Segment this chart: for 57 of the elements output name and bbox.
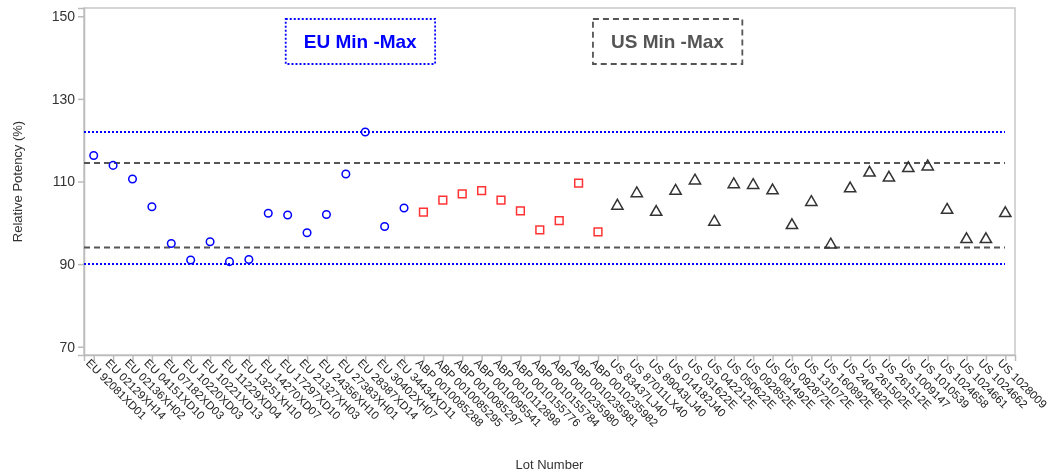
point xyxy=(438,195,448,205)
point xyxy=(166,238,176,248)
point xyxy=(727,177,741,189)
point xyxy=(960,232,973,244)
y-axis-title: Relative Potency (%) xyxy=(10,120,25,243)
point xyxy=(649,204,663,217)
point xyxy=(418,207,429,217)
point xyxy=(746,177,760,190)
point xyxy=(611,198,624,210)
point xyxy=(380,222,390,232)
point xyxy=(593,227,603,237)
point xyxy=(843,181,857,193)
point xyxy=(824,237,838,249)
point xyxy=(360,127,370,137)
point xyxy=(979,232,993,244)
point xyxy=(766,183,779,195)
y-tick-label: 130 xyxy=(51,90,76,107)
point xyxy=(630,186,644,198)
point xyxy=(515,206,526,216)
ref-line-label: US Min -Max xyxy=(610,31,725,52)
point xyxy=(882,170,896,182)
point xyxy=(457,189,467,199)
point xyxy=(302,228,312,238)
point xyxy=(707,214,721,226)
point xyxy=(224,257,234,267)
point xyxy=(688,173,702,185)
point xyxy=(108,160,118,170)
point xyxy=(147,202,157,212)
y-tick-label: 110 xyxy=(52,173,76,190)
point xyxy=(496,195,506,205)
point xyxy=(998,206,1012,218)
point xyxy=(186,255,196,265)
point xyxy=(321,210,331,220)
point xyxy=(573,178,584,188)
point xyxy=(89,150,99,160)
point xyxy=(341,169,351,179)
point xyxy=(921,159,935,171)
y-tick-label: 150 xyxy=(51,8,76,25)
point xyxy=(476,185,487,196)
point xyxy=(263,208,273,218)
point xyxy=(901,161,915,173)
point xyxy=(127,174,138,184)
y-tick-label: 70 xyxy=(59,338,76,355)
y-tick-label: 90 xyxy=(59,256,76,273)
point xyxy=(863,165,876,177)
point xyxy=(804,194,818,207)
x-axis-title: Lot Number xyxy=(515,457,585,472)
point xyxy=(785,218,799,230)
point xyxy=(669,183,682,195)
ref-line-label: EU Min -Max xyxy=(303,31,418,52)
point xyxy=(283,210,293,220)
point xyxy=(399,203,409,213)
point xyxy=(244,255,254,265)
point xyxy=(554,216,564,226)
point xyxy=(940,202,954,215)
point xyxy=(535,225,545,235)
point xyxy=(205,237,215,247)
